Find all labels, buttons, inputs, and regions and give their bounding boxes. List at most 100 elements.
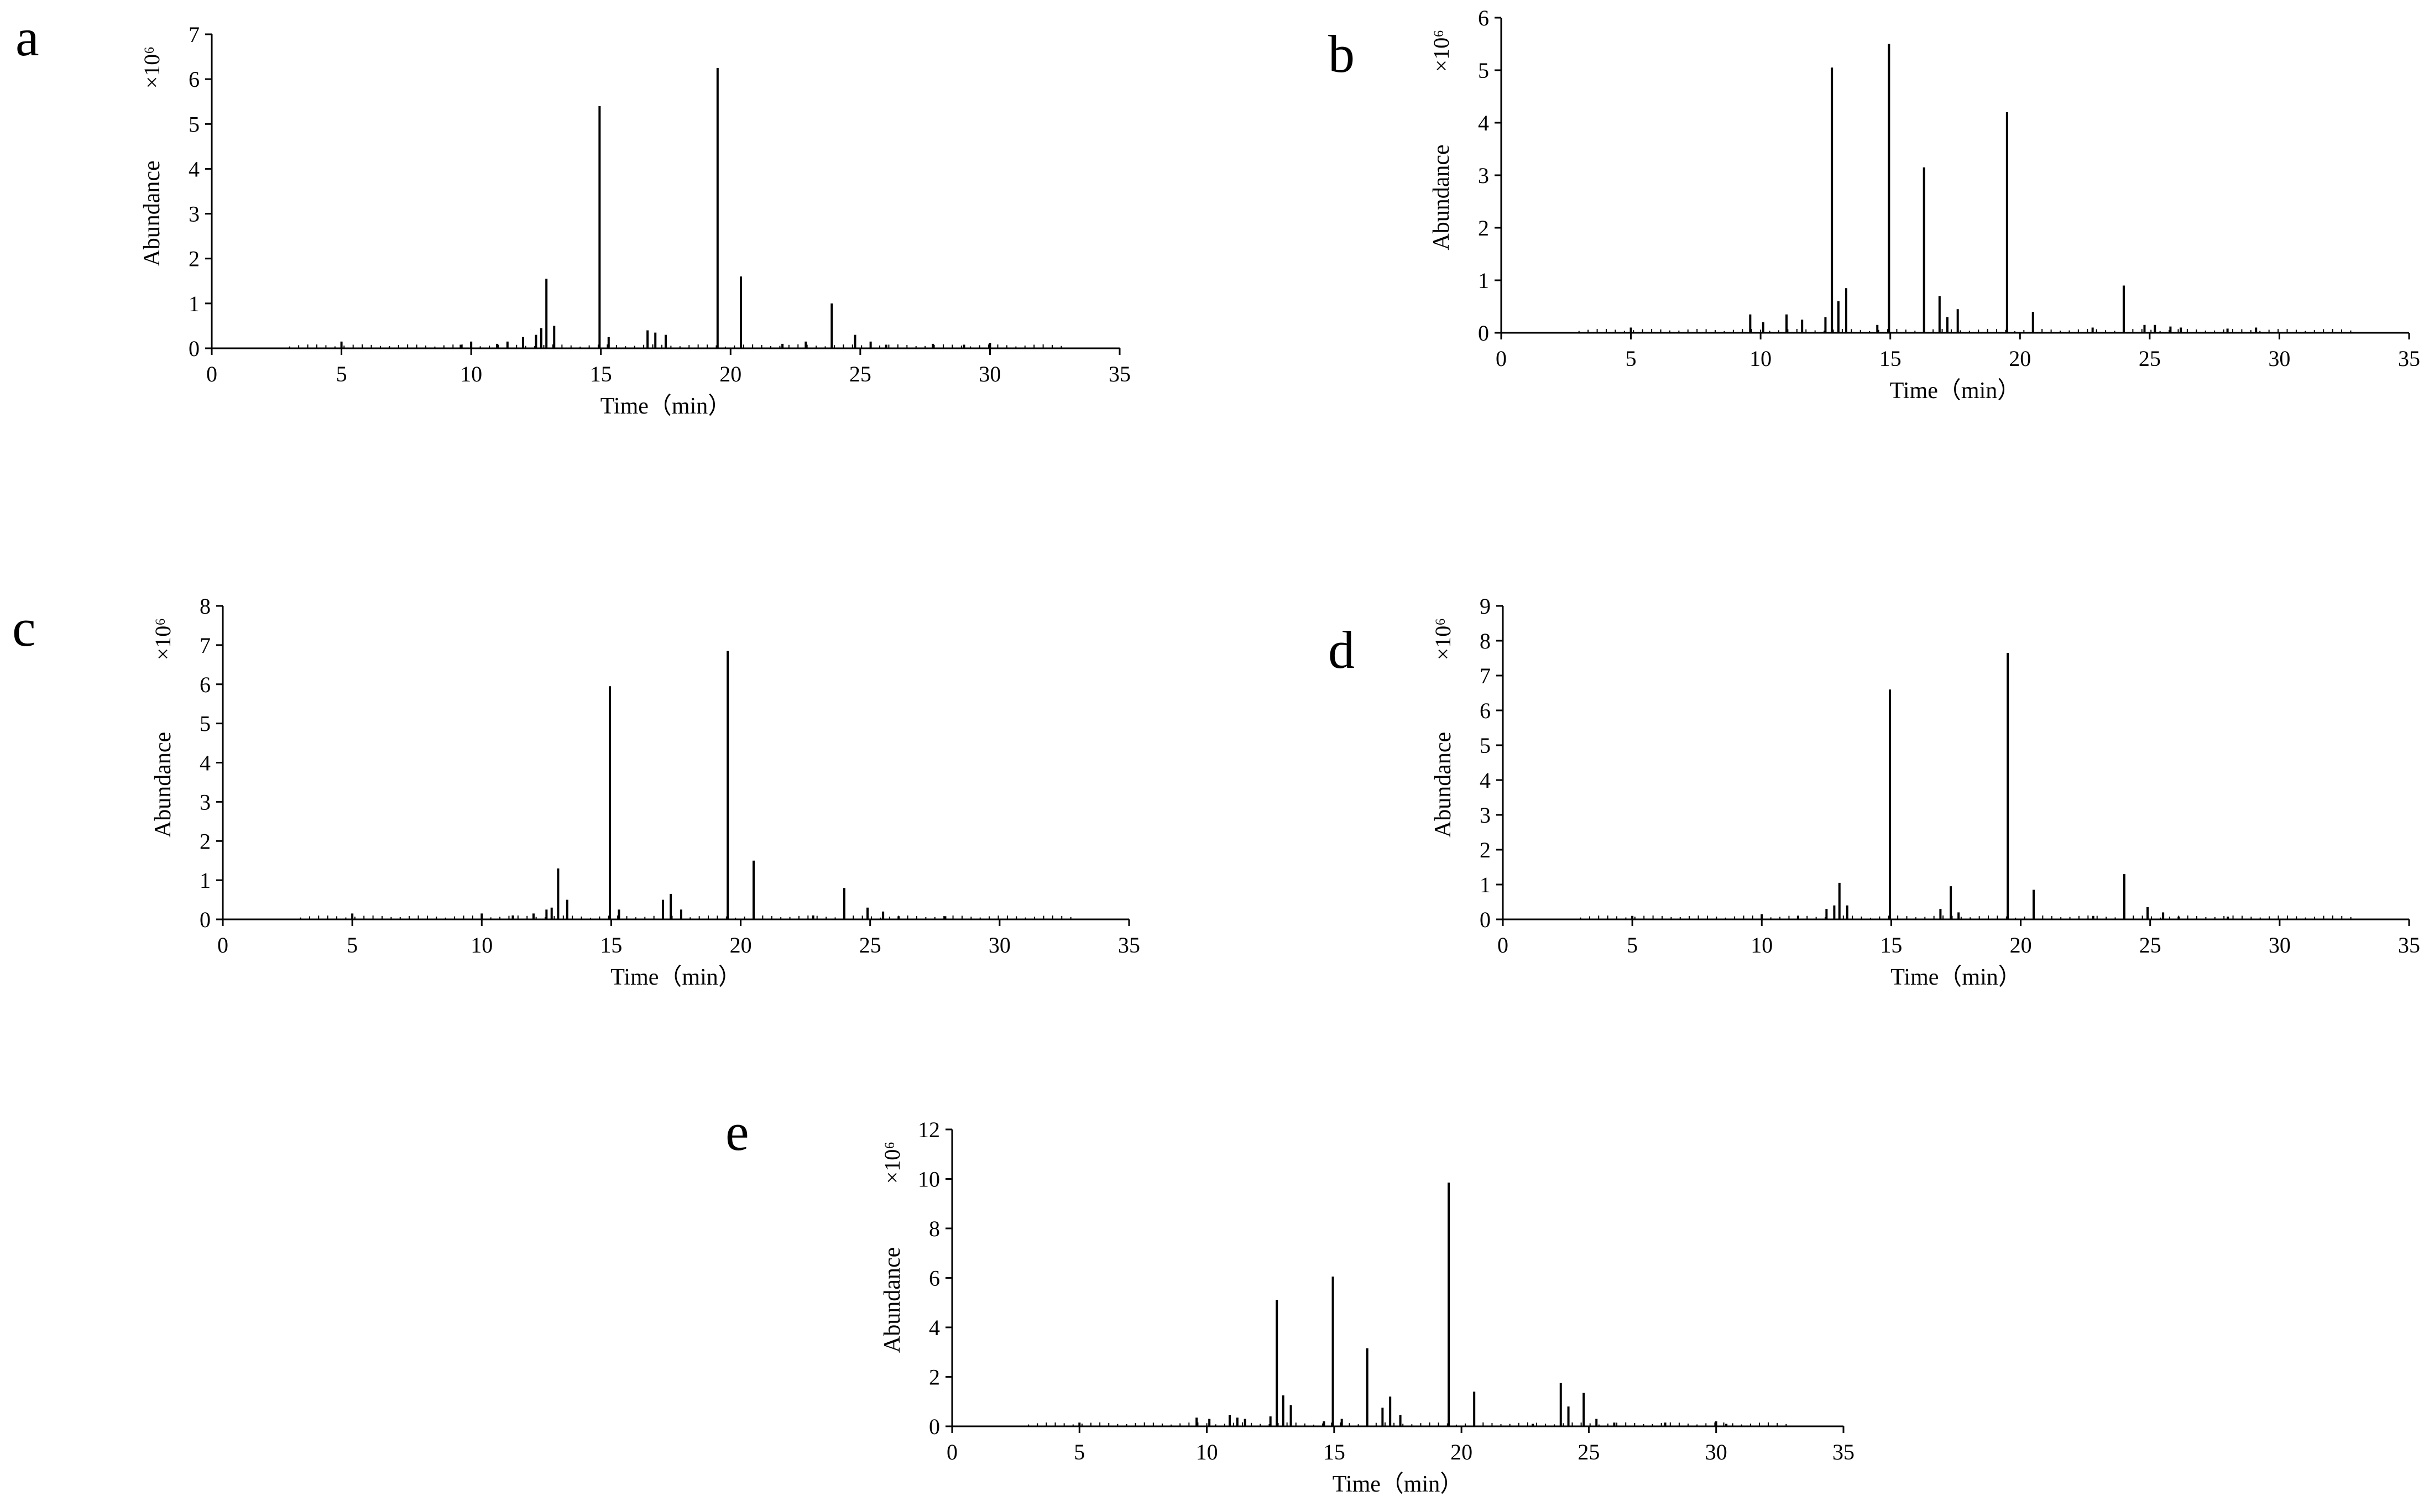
panel-c-y-axis-title: Abundance: [150, 732, 176, 838]
panel-e-y-tick-label: 12: [918, 1117, 940, 1142]
panel-a-y-tick-label: 2: [189, 247, 200, 271]
panel-e-x-tick-label: 20: [1450, 1440, 1472, 1464]
panel-c-x-tick-label: 30: [989, 933, 1011, 958]
panel-d-x-tick-label: 0: [1497, 933, 1508, 958]
panel-b-y-tick-label: 0: [1478, 321, 1489, 346]
panel-d-y-tick-label: 7: [1480, 663, 1491, 688]
panel-e-x-tick-label: 35: [1832, 1440, 1855, 1464]
panel-b-x-tick-label: 10: [1749, 346, 1772, 371]
panel-c-x-tick-label: 20: [730, 933, 752, 958]
panel-a-x-tick-label: 15: [590, 362, 612, 386]
panel-d: d 0 1 2 3 4 5 6 7 8 9 0 5 10 15 20 25 30 35 Time（min） Abunda…: [1328, 594, 2420, 990]
panel-a-x-tick-label: 10: [460, 362, 482, 386]
panel-d-x-tick-label: 5: [1627, 933, 1638, 958]
panel-d-y-axis-title: Abundance: [1430, 732, 1456, 838]
panel-a-y-tick-label: 6: [189, 67, 200, 92]
panel-e-y-tick-label: 6: [929, 1266, 940, 1291]
panel-e-x-axis-title: Time（min）: [1333, 1472, 1464, 1497]
panel-e-x-tick-label: 15: [1323, 1440, 1345, 1464]
panel-c-y-tick-label: 5: [200, 711, 211, 736]
panel-e-x-tick-label: 0: [947, 1440, 958, 1464]
panel-e-x-tick-label: 10: [1196, 1440, 1218, 1464]
panel-b-x-tick-label: 20: [2009, 346, 2031, 371]
panel-c-y-tick-label: 7: [200, 633, 211, 658]
panel-a-y-tick-label: 4: [189, 156, 200, 181]
panel-d-y-tick-label: 1: [1480, 872, 1491, 897]
panel-d-letter: d: [1328, 620, 1355, 679]
panel-a-y-tick-label: 0: [189, 336, 200, 361]
panel-e-y-axis-title: Abundance: [880, 1247, 905, 1353]
panel-d-x-tick-label: 15: [1880, 933, 1902, 958]
panel-c-y-tick-label: 2: [200, 829, 211, 854]
panel-c-x-tick-label: 5: [347, 933, 358, 958]
panel-d-y-tick-label: 3: [1480, 803, 1491, 828]
panel-b-x-tick-label: 0: [1496, 346, 1507, 371]
panel-b-x-tick-label: 30: [2268, 346, 2290, 371]
panel-d-x-tick-label: 20: [2010, 933, 2032, 958]
panel-a-x-tick-label: 30: [979, 362, 1001, 386]
panel-a-x-tick-label: 5: [336, 362, 347, 386]
panel-c-x-tick-label: 0: [217, 933, 228, 958]
panel-c-x-tick-label: 25: [859, 933, 881, 958]
panel-a-y-scale-label: ×10⁶: [139, 46, 164, 89]
panel-d-y-tick-label: 5: [1480, 733, 1491, 758]
panel-b-y-tick-label: 5: [1478, 58, 1489, 83]
panel-b-x-tick-label: 25: [2139, 346, 2161, 371]
panel-d-y-scale-label: ×10⁶: [1430, 618, 1455, 661]
panel-d-y-tick-label: 6: [1480, 698, 1491, 723]
panel-d-x-tick-label: 25: [2139, 933, 2161, 958]
panel-a-y-tick-label: 1: [189, 291, 200, 316]
panel-b: b 0 1 2 3 4 5 6 0 5 10 15 20 25 30 35 Time（min） Abundance…: [1328, 6, 2420, 404]
panel-c: c 0 1 2 3 4 5 6 7 8 0 5 10 15 20 25 30 35 Time（min） Abundan…: [12, 594, 1140, 990]
panel-d-x-tick-label: 10: [1751, 933, 1773, 958]
panel-e-y-scale-label: ×10⁶: [880, 1142, 905, 1184]
panel-c-y-scale-label: ×10⁶: [150, 618, 175, 661]
panel-b-x-axis-title: Time（min）: [1890, 378, 2021, 404]
panel-e: e 0 2 4 6 8 10 12 0 5 10 15 20 25 30 35 Time（min） Abundan…: [725, 1102, 1855, 1497]
panel-d-y-tick-label: 2: [1480, 838, 1491, 862]
panel-b-y-tick-label: 3: [1478, 163, 1489, 188]
panel-b-y-scale-label: ×10⁶: [1429, 30, 1454, 72]
panel-e-x-tick-label: 30: [1705, 1440, 1727, 1464]
panel-b-y-tick-label: 6: [1478, 6, 1489, 30]
panel-c-y-tick-label: 4: [200, 751, 211, 776]
panel-e-y-tick-label: 10: [918, 1167, 940, 1192]
panel-a-x-tick-label: 0: [206, 362, 217, 386]
panel-e-y-tick-label: 0: [929, 1414, 940, 1439]
panel-d-y-tick-label: 8: [1480, 629, 1491, 653]
panel-b-y-tick-label: 2: [1478, 216, 1489, 240]
panel-c-x-axis-title: Time（min）: [610, 965, 741, 990]
panel-b-x-tick-label: 15: [1879, 346, 1902, 371]
panel-b-letter: b: [1328, 24, 1355, 83]
panel-c-letter: c: [12, 598, 36, 657]
panel-c-y-tick-label: 8: [200, 594, 211, 619]
panel-e-y-tick-label: 2: [929, 1365, 940, 1390]
panel-a-x-tick-label: 20: [719, 362, 741, 386]
panel-a-letter: a: [15, 8, 39, 67]
panel-d-x-tick-label: 30: [2269, 933, 2291, 958]
panel-a: a 0 1 2 3 4 5 6 7 0 5 10 15 20 25 30 35 Time（min） Abundanc…: [15, 8, 1131, 419]
panel-c-x-tick-label: 35: [1118, 933, 1140, 958]
panel-e-letter: e: [725, 1102, 749, 1162]
panel-e-x-tick-label: 5: [1074, 1440, 1085, 1464]
panel-b-y-tick-label: 1: [1478, 268, 1489, 293]
panel-a-x-axis-title: Time（min）: [600, 394, 732, 419]
panel-d-x-tick-label: 35: [2398, 933, 2420, 958]
panel-a-y-axis-title: Abundance: [139, 160, 165, 266]
panel-b-y-axis-title: Abundance: [1429, 144, 1454, 250]
panel-c-y-tick-label: 3: [200, 789, 211, 814]
panel-c-x-tick-label: 10: [471, 933, 493, 958]
panel-a-y-tick-label: 5: [189, 112, 200, 137]
panel-a-y-tick-label: 3: [189, 202, 200, 227]
panel-b-x-tick-label: 5: [1626, 346, 1637, 371]
panel-b-y-tick-label: 4: [1478, 111, 1489, 135]
panel-b-x-tick-label: 35: [2398, 346, 2420, 371]
panel-d-x-axis-title: Time（min）: [1890, 965, 2021, 990]
panel-d-y-tick-label: 4: [1480, 768, 1491, 793]
panel-a-y-tick-label: 7: [189, 22, 200, 47]
panel-c-y-tick-label: 0: [200, 907, 211, 932]
panel-e-y-tick-label: 4: [929, 1315, 940, 1340]
panel-e-x-tick-label: 25: [1577, 1440, 1600, 1464]
panel-a-x-tick-label: 35: [1109, 362, 1131, 386]
